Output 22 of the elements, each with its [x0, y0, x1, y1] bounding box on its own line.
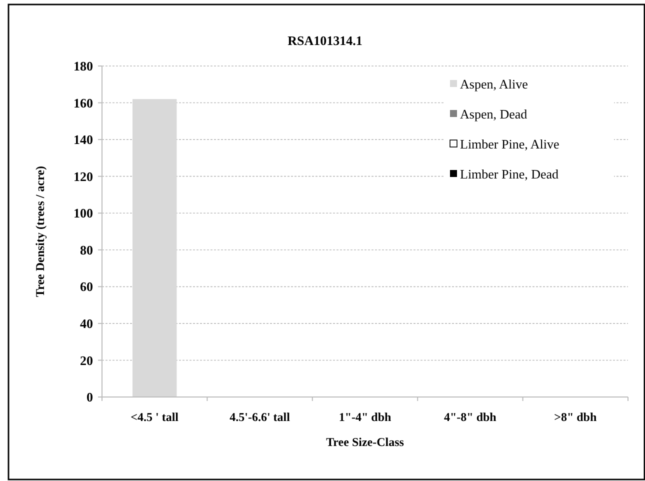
legend-label: Aspen, Dead [460, 106, 528, 122]
x-axis-title: Tree Size-Class [326, 435, 404, 449]
y-tick-label: 60 [80, 279, 93, 294]
legend-label: Limber Pine, Dead [460, 166, 560, 182]
chart-title: RSA101314.1 [288, 33, 362, 48]
y-tick-label: 40 [80, 316, 93, 331]
y-axis-title: Tree Density (trees / acre) [33, 166, 47, 298]
y-tick-label: 120 [74, 168, 93, 184]
x-tick-label: <4.5 ' tall [130, 410, 180, 424]
x-tick-label: 4.5'-6.6' tall [230, 410, 291, 424]
y-tick-label: 80 [80, 242, 93, 258]
x-tick-label: 4"-8" dbh [444, 410, 497, 424]
legend-label: Aspen, Alive [460, 76, 528, 92]
legend-label: Limber Pine, Alive [460, 136, 560, 152]
x-tick-label: >8" dbh [554, 410, 597, 424]
y-tick-label: 180 [74, 58, 93, 74]
x-tick-label: 1"-4" dbh [338, 410, 392, 424]
y-tick-label: 160 [74, 95, 93, 110]
y-tick-label: 0 [86, 390, 93, 405]
y-tick-label: 20 [80, 352, 93, 368]
y-tick-label: 140 [74, 132, 93, 148]
y-tick-label: 100 [74, 206, 93, 221]
